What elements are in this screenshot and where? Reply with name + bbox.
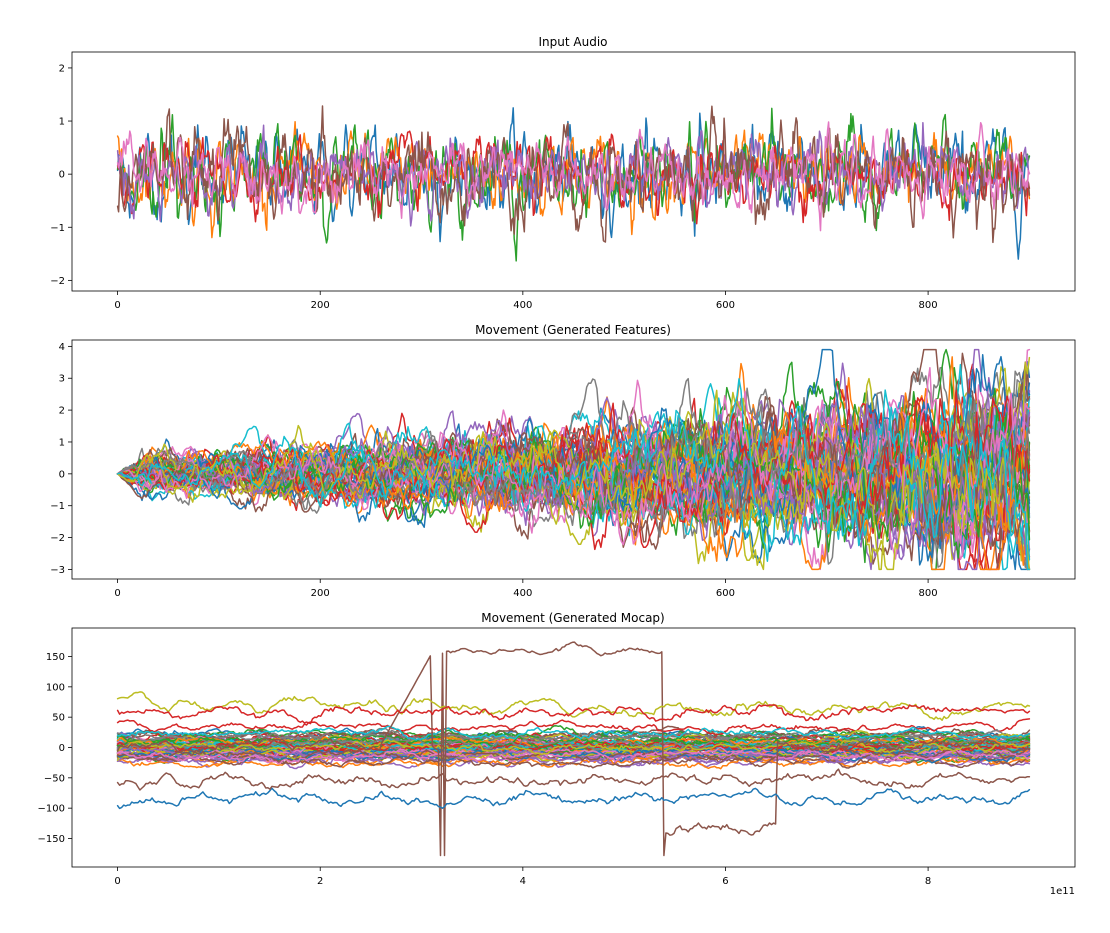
- y-tick-label: −2: [50, 276, 65, 287]
- y-tick-label: −3: [50, 565, 65, 576]
- line-feature-56: [116, 411, 1031, 548]
- y-tick-label: −2: [50, 533, 65, 544]
- line-olive-high: [116, 691, 1031, 721]
- chart-title: Input Audio: [539, 35, 608, 49]
- line-series-7: [116, 121, 1031, 232]
- x-tick-label: 400: [513, 588, 532, 599]
- x-tick-label: 800: [919, 588, 938, 599]
- x-tick-label: 2: [317, 876, 323, 887]
- x-scale-label: 1e11: [1050, 886, 1075, 897]
- x-tick-label: 800: [919, 300, 938, 311]
- x-tick-label: 200: [311, 300, 330, 311]
- line-mocap-67: [116, 748, 1031, 765]
- y-tick-label: 100: [46, 682, 65, 693]
- y-tick-label: 0: [59, 743, 65, 754]
- y-tick-label: −150: [38, 834, 65, 845]
- line-mocap-34: [116, 718, 1031, 736]
- line-brown-spike: [116, 641, 1031, 857]
- chart-title: Movement (Generated Features): [475, 323, 671, 337]
- y-tick-label: 4: [59, 342, 65, 353]
- x-tick-label: 600: [716, 588, 735, 599]
- line-feature-57: [116, 367, 1031, 546]
- ticks: 0 200 400 600 800 2 1 0 −1 −2: [50, 63, 937, 311]
- y-tick-label: 0: [59, 170, 65, 181]
- chart-generated-mocap: Movement (Generated Mocap) 0 2 4 6 8 150 100 50…: [38, 611, 1076, 897]
- plot-area: [116, 105, 1031, 262]
- x-tick-label: 0: [114, 588, 120, 599]
- line-brown-low: [116, 768, 1031, 791]
- line-mocap-69: [116, 739, 1031, 756]
- y-tick-label: 2: [59, 63, 65, 74]
- line-red-high: [116, 704, 1031, 725]
- line-feature-52: [116, 429, 1031, 571]
- y-tick-label: 1: [59, 117, 65, 128]
- line-series-6: [116, 105, 1031, 244]
- axes-frame: [71, 51, 1076, 292]
- x-tick-label: 200: [311, 588, 330, 599]
- x-tick-label: 6: [722, 876, 728, 887]
- chart-input-audio: Input Audio 0 200 400 600 800 2 1 0 −1 −2: [50, 35, 1076, 311]
- y-tick-label: 2: [59, 406, 65, 417]
- x-tick-label: 8: [925, 876, 931, 887]
- y-tick-label: −100: [38, 804, 65, 815]
- x-tick-label: 600: [716, 300, 735, 311]
- y-tick-label: −1: [50, 501, 65, 512]
- chart-generated-features: Movement (Generated Features) 0 200 400 600…: [50, 323, 1076, 599]
- x-tick-label: 0: [114, 876, 120, 887]
- y-tick-label: 0: [59, 469, 65, 480]
- line-feature-58: [116, 403, 1031, 568]
- y-tick-label: −50: [44, 773, 65, 784]
- line-feature-59: [116, 391, 1031, 571]
- x-tick-label: 400: [513, 300, 532, 311]
- line-mocap-70: [116, 725, 1031, 741]
- x-tick-label: 0: [114, 300, 120, 311]
- chart-title: Movement (Generated Mocap): [481, 611, 664, 625]
- y-tick-label: 150: [46, 652, 65, 663]
- y-tick-label: 1: [59, 437, 65, 448]
- line-blue-low: [116, 787, 1031, 810]
- plot-area: [116, 641, 1031, 857]
- line-feature-60: [116, 378, 1031, 571]
- y-tick-label: 50: [52, 713, 65, 724]
- plot-area: [116, 348, 1031, 571]
- line-mocap-68: [116, 735, 1031, 752]
- ticks: 0 2 4 6 8 150 100 50 0 −50 −100 −150: [38, 652, 932, 887]
- ticks: 0 200 400 600 800 4 3 2 1 0 −1 −2 −3: [50, 342, 937, 599]
- axes-frame: [71, 339, 1076, 580]
- y-tick-label: −1: [50, 223, 65, 234]
- line-mocap-65: [116, 747, 1031, 765]
- x-tick-label: 4: [520, 876, 526, 887]
- y-tick-label: 3: [59, 374, 65, 385]
